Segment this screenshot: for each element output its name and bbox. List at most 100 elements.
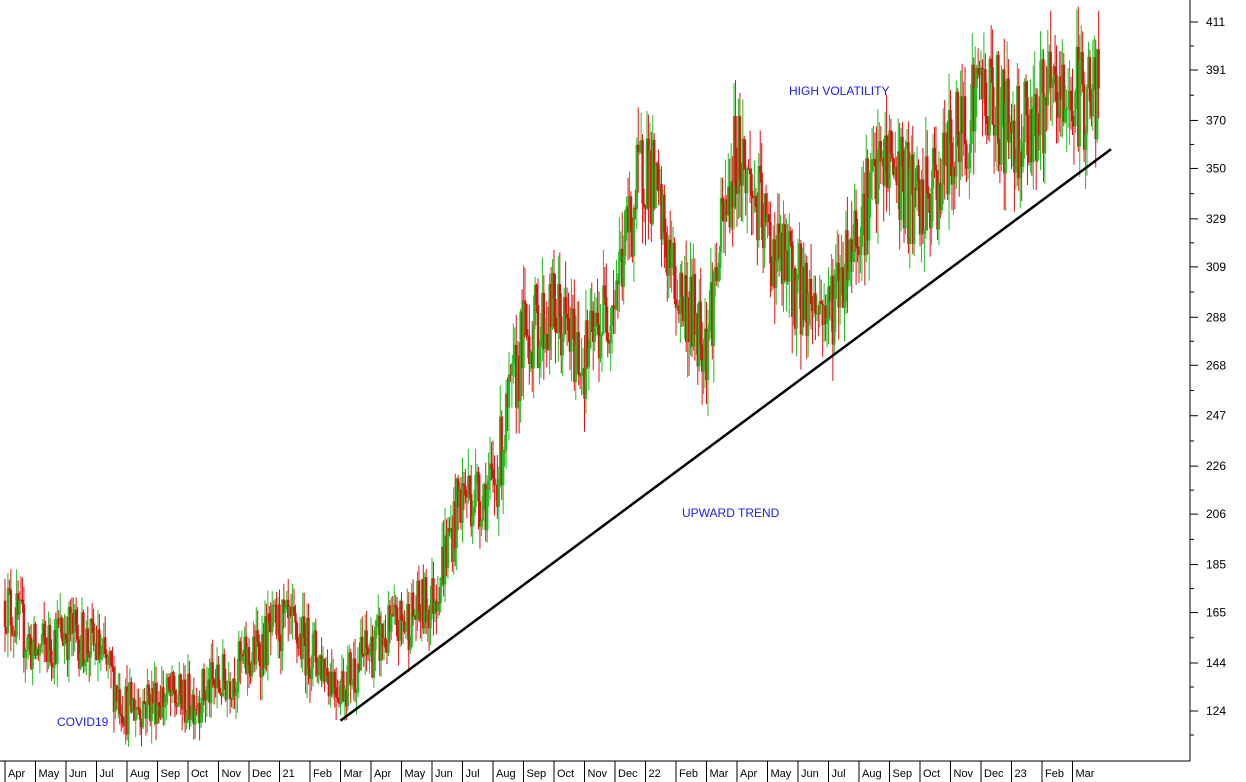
candle-body bbox=[966, 167, 970, 169]
candle-body bbox=[732, 116, 736, 208]
candle-body bbox=[38, 645, 42, 656]
candle-body bbox=[305, 617, 309, 676]
candle-body bbox=[947, 110, 951, 195]
candle-body bbox=[763, 193, 766, 249]
candle-body bbox=[490, 463, 493, 469]
candle-body bbox=[693, 274, 697, 335]
candle-body bbox=[836, 262, 839, 276]
candle-body bbox=[266, 613, 270, 666]
candle-body bbox=[905, 142, 909, 148]
candle-body bbox=[711, 282, 714, 346]
candle-body bbox=[361, 636, 364, 654]
candle-body bbox=[682, 296, 685, 322]
candle-body bbox=[320, 655, 323, 681]
candle-body bbox=[271, 605, 274, 633]
candle-body bbox=[523, 300, 527, 304]
candle-body bbox=[728, 186, 731, 228]
candle-body bbox=[281, 599, 284, 652]
candle-body bbox=[198, 703, 201, 723]
candle-body bbox=[178, 674, 181, 704]
candle-body bbox=[809, 278, 813, 304]
candle-body bbox=[981, 67, 984, 100]
candle-body bbox=[1001, 69, 1004, 88]
candle-body bbox=[67, 606, 71, 661]
x-tick-label: Dec bbox=[252, 768, 272, 780]
candle-body bbox=[1045, 97, 1048, 106]
candle-body bbox=[456, 478, 460, 508]
candle-body bbox=[252, 636, 255, 661]
candle-body bbox=[355, 692, 358, 694]
candle-body bbox=[1000, 87, 1003, 165]
candle-body bbox=[622, 256, 625, 287]
candle-body bbox=[879, 140, 882, 162]
candle-body bbox=[330, 671, 333, 695]
candle-body bbox=[516, 355, 519, 408]
x-tick-label: Jul bbox=[100, 768, 114, 780]
candle-body bbox=[85, 628, 88, 663]
candle-body bbox=[619, 248, 623, 252]
candle-body bbox=[449, 528, 453, 532]
y-tick-label: 206 bbox=[1206, 507, 1226, 521]
candle-body bbox=[615, 280, 618, 310]
candle-body bbox=[143, 701, 146, 704]
candle-body bbox=[866, 158, 869, 241]
candle-body bbox=[811, 303, 814, 312]
x-tick-label: Apr bbox=[740, 768, 757, 780]
candle-body bbox=[323, 658, 326, 682]
candle-body bbox=[994, 126, 997, 136]
candle-body bbox=[375, 619, 379, 627]
candle-body bbox=[211, 662, 214, 680]
candle-body bbox=[570, 308, 573, 352]
y-tick-label: 309 bbox=[1206, 260, 1226, 274]
candle-body bbox=[176, 703, 180, 707]
candle-body bbox=[790, 241, 794, 317]
candle-body bbox=[1093, 57, 1096, 84]
candle-body bbox=[847, 271, 851, 281]
candle-body bbox=[565, 313, 569, 319]
candle-body bbox=[12, 630, 15, 636]
candle-body bbox=[571, 308, 575, 310]
x-tick-label: Nov bbox=[954, 768, 974, 780]
candle-body bbox=[285, 599, 288, 607]
candle-body bbox=[962, 96, 965, 134]
candle-body bbox=[257, 641, 261, 662]
candle-body bbox=[648, 150, 652, 209]
candle-body bbox=[468, 475, 471, 495]
candle-body bbox=[557, 284, 560, 333]
candle-body bbox=[544, 334, 547, 350]
candle-body bbox=[799, 243, 803, 335]
candle-body bbox=[645, 138, 649, 209]
candle-body bbox=[82, 612, 85, 667]
candle-body bbox=[709, 282, 713, 325]
candle-body bbox=[31, 644, 34, 669]
candle-body bbox=[959, 96, 962, 163]
candle-body bbox=[747, 168, 750, 170]
candle-body bbox=[1095, 49, 1099, 140]
candle-body bbox=[127, 691, 130, 735]
x-tick-label: Aug bbox=[862, 768, 882, 780]
x-tick-label: 21 bbox=[283, 768, 295, 780]
candle-body bbox=[907, 142, 910, 245]
candle-body bbox=[924, 156, 928, 230]
candle-body bbox=[384, 637, 387, 648]
candle-body bbox=[748, 168, 752, 175]
candle-body bbox=[846, 230, 849, 281]
candle-body bbox=[573, 308, 576, 383]
candle-body bbox=[304, 637, 307, 676]
candle-body bbox=[221, 654, 225, 696]
candle-body bbox=[870, 159, 874, 173]
candle-body bbox=[48, 625, 52, 651]
candle-body bbox=[686, 297, 689, 342]
candle-body bbox=[137, 707, 140, 710]
candle-body bbox=[1072, 121, 1076, 127]
candle-body bbox=[772, 239, 775, 286]
candle-body bbox=[253, 636, 257, 665]
x-tick-label: May bbox=[405, 768, 426, 780]
y-tick-label: 226 bbox=[1206, 459, 1226, 473]
candle-body bbox=[564, 297, 567, 314]
candle-body bbox=[843, 301, 846, 308]
candle-body bbox=[764, 193, 768, 223]
candle-body bbox=[16, 593, 20, 615]
candle-body bbox=[677, 305, 681, 315]
